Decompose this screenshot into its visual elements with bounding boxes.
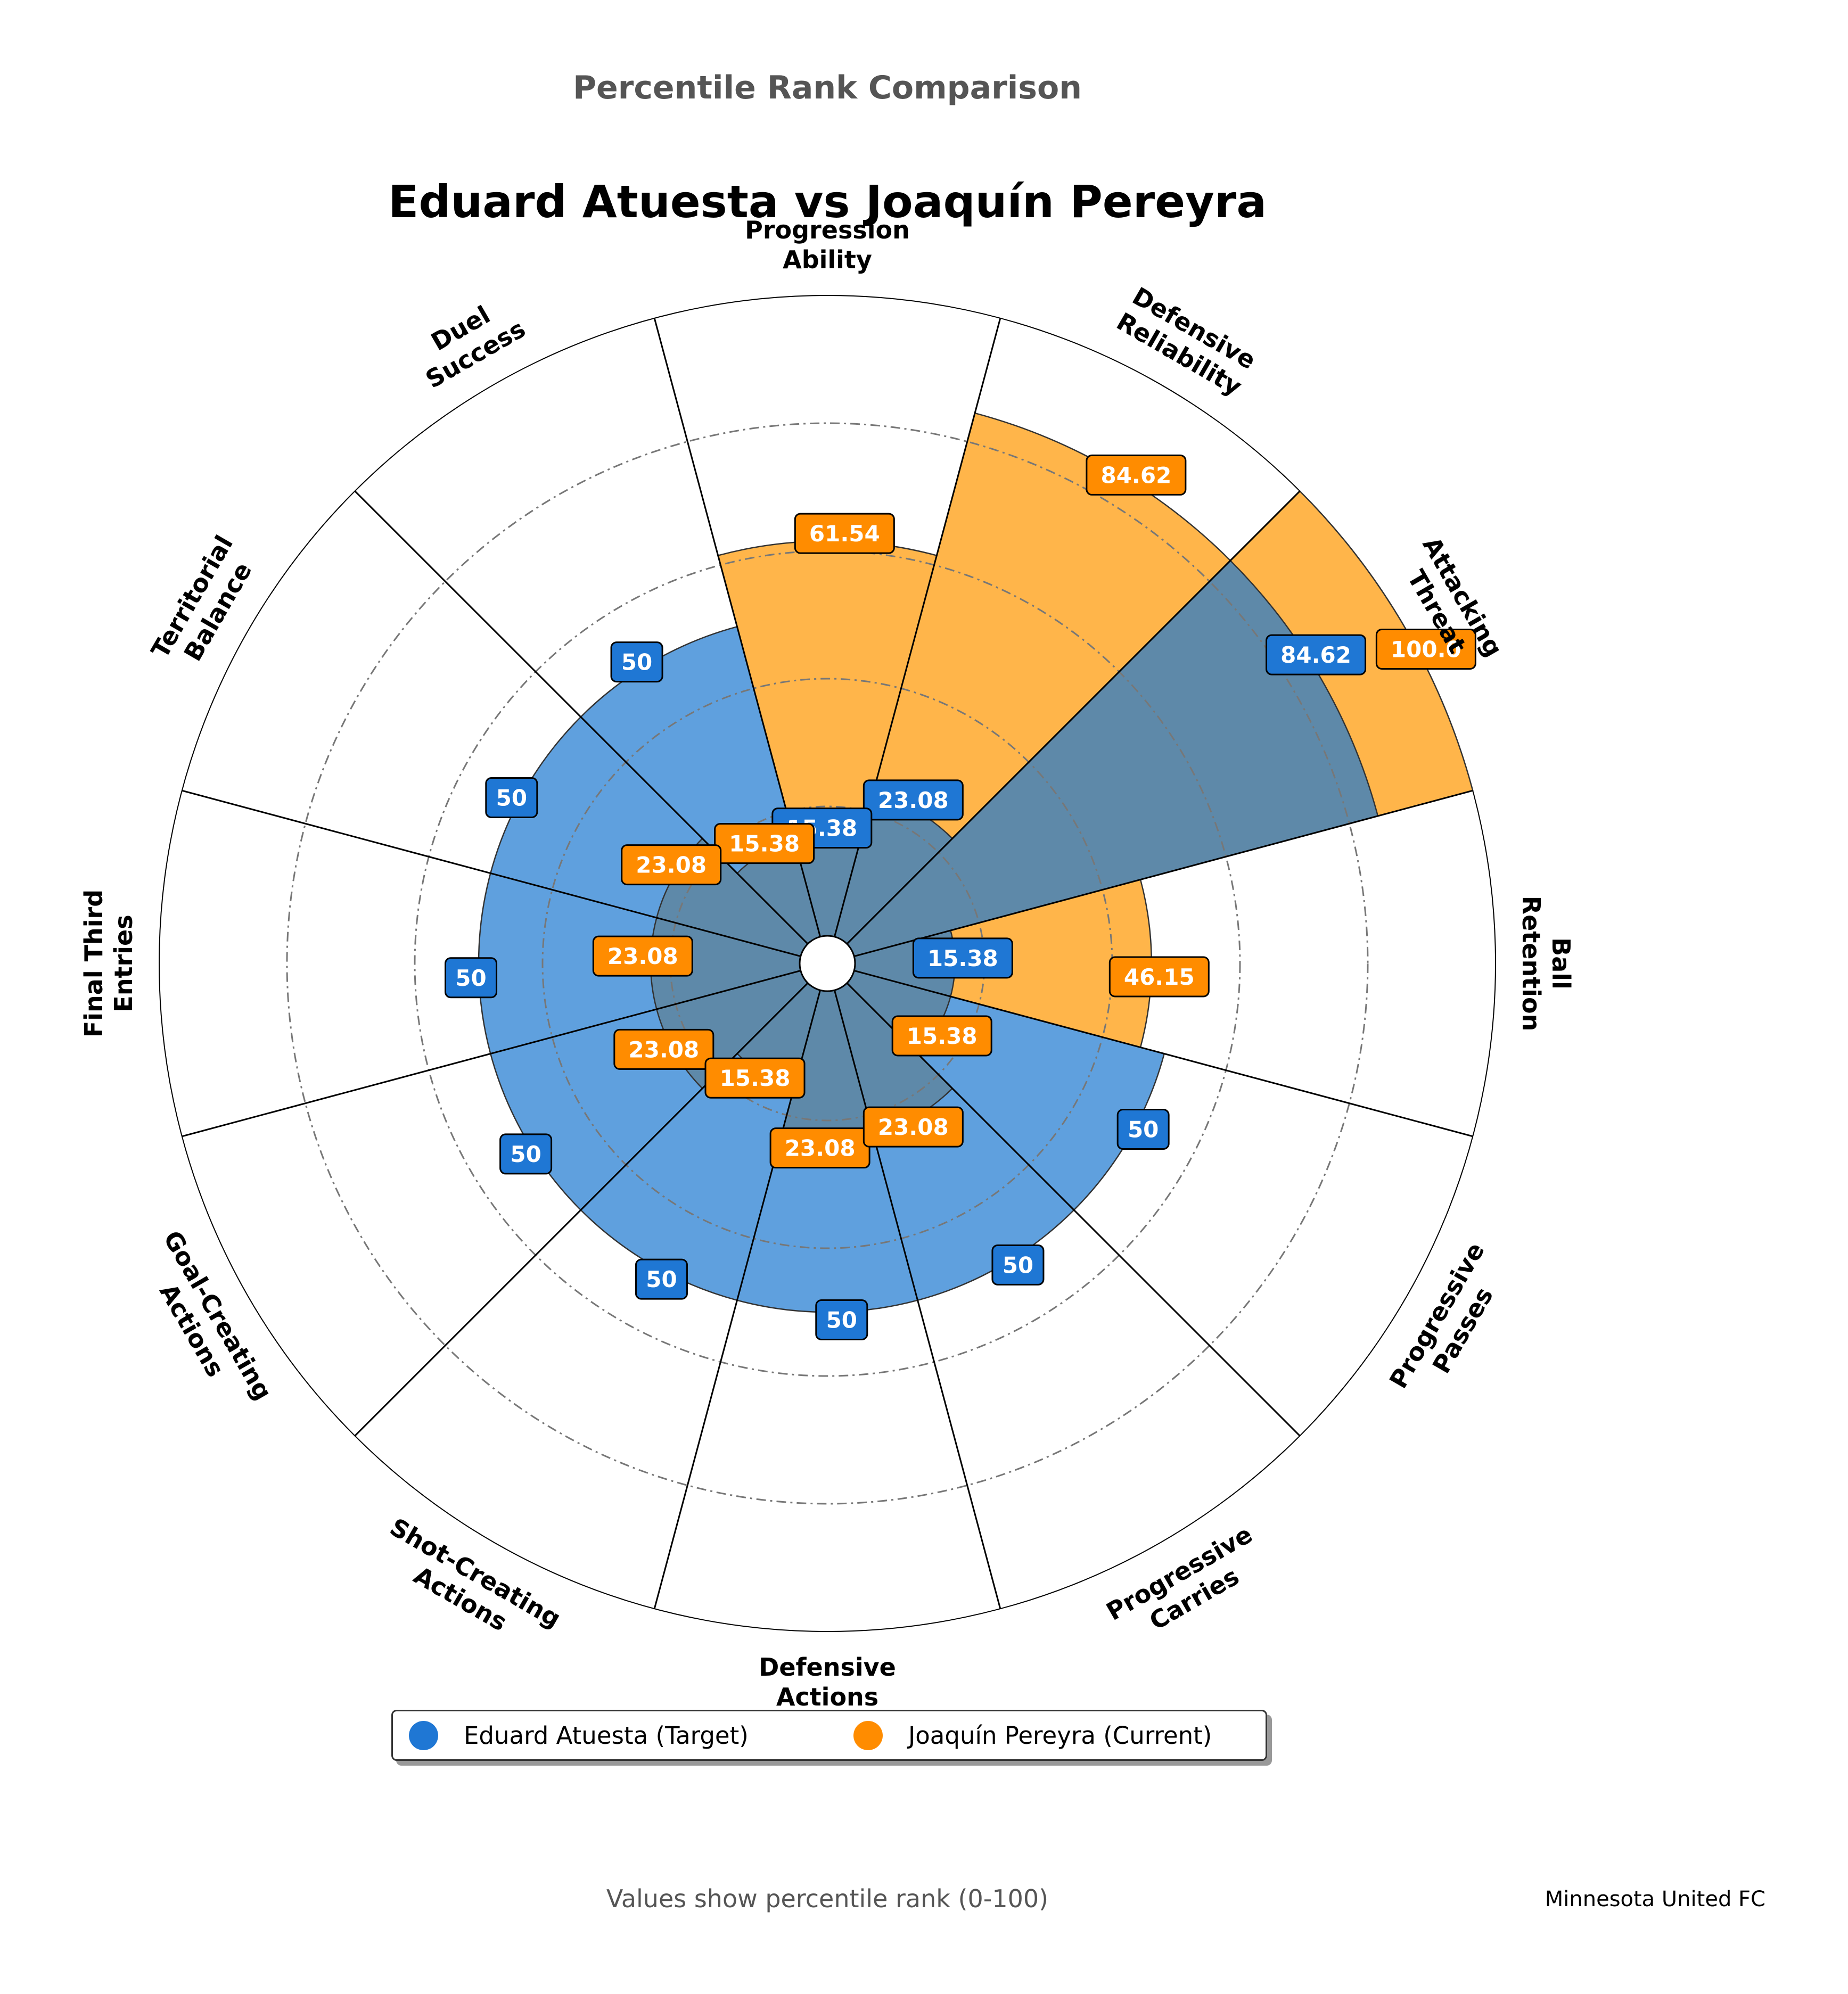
sector-line-1	[827, 789, 1473, 965]
value-label-current-3: 61.54	[809, 521, 880, 547]
legend: Eduard Atuesta (Target) Joaquín Pereyra …	[391, 1710, 1267, 1761]
value-label-current-8-box	[704, 1057, 806, 1099]
value-label-target-5-box	[485, 777, 538, 818]
sector-line-6	[182, 789, 828, 965]
value-label-current-10-box	[863, 1106, 964, 1148]
value-label-current-6-box	[592, 935, 693, 977]
value-label-current-1-box	[1375, 628, 1476, 670]
sector-line-10	[826, 963, 1001, 1609]
value-label-current-7-box	[613, 1028, 714, 1070]
value-label-target-6-box	[445, 957, 498, 999]
value-label-current-2-box	[1086, 454, 1187, 496]
value-label-target-2: 23.08	[878, 787, 949, 813]
center-hole	[799, 935, 856, 992]
sector-line-5	[354, 490, 828, 965]
footer-note: Values show percentile rank (0-100)	[606, 1884, 1049, 1913]
value-label-current-5: 23.08	[636, 852, 707, 878]
value-label-current-9: 23.08	[785, 1135, 856, 1161]
value-label-current-10: 23.08	[878, 1114, 949, 1140]
value-label-target-11-box	[1116, 1109, 1170, 1150]
value-label-target-5: 50	[496, 785, 527, 811]
value-label-target-10: 50	[1003, 1252, 1033, 1278]
value-label-current-0: 46.15	[1124, 964, 1195, 990]
value-label-target-8-box	[635, 1258, 688, 1300]
value-label-target-1: 84.62	[1280, 642, 1351, 668]
value-label-current-6: 23.08	[607, 943, 678, 969]
legend-label-current: Joaquín Pereyra (Current)	[908, 1721, 1212, 1750]
value-label-target-0-box	[912, 937, 1013, 979]
value-label-target-7-box	[499, 1133, 553, 1175]
category-label-0: BallRetention	[1517, 896, 1575, 1032]
legend-item-current: Joaquín Pereyra (Current)	[853, 1711, 1212, 1759]
chart-suptitle: Percentile Rank Comparison	[573, 69, 1082, 106]
value-label-target-7: 50	[510, 1141, 541, 1167]
value-label-current-3-box	[794, 513, 895, 554]
value-label-current-9-box	[769, 1127, 870, 1169]
value-label-current-2: 84.62	[1100, 462, 1171, 488]
category-label-9: Defensive Actions	[759, 1653, 896, 1711]
value-label-target-8: 50	[646, 1266, 677, 1292]
value-label-target-4: 50	[621, 649, 652, 675]
category-label-3: Progression Ability	[745, 216, 910, 274]
value-label-target-1-box	[1266, 634, 1367, 675]
chart-title: Eduard Atuesta vs Joaquín Pereyra	[388, 176, 1267, 228]
value-label-current-4-box	[714, 823, 815, 864]
value-label-current-11: 15.38	[907, 1023, 978, 1049]
legend-marker-target	[409, 1720, 438, 1750]
value-label-current-7: 23.08	[628, 1036, 699, 1062]
value-label-current-4: 15.38	[729, 831, 800, 857]
value-label-target-11: 50	[1128, 1117, 1159, 1143]
value-label-target-0: 15.38	[927, 945, 998, 971]
value-label-target-2-box	[863, 779, 964, 821]
value-label-target-4-box	[610, 641, 663, 683]
legend-label-target: Eduard Atuesta (Target)	[464, 1721, 749, 1750]
sector-line-8	[354, 962, 828, 1437]
sector-line-0	[827, 962, 1473, 1138]
value-label-current-0-box	[1108, 956, 1210, 998]
value-label-current-8: 15.38	[720, 1065, 791, 1091]
value-label-current-5-box	[621, 844, 722, 886]
value-label-current-1: 100.0	[1391, 636, 1461, 662]
value-label-target-6: 50	[455, 965, 486, 991]
sector-line-7	[182, 962, 828, 1138]
value-label-target-10-box	[991, 1244, 1045, 1286]
value-label-target-9: 50	[826, 1307, 857, 1333]
grid-ring-80	[286, 422, 1369, 1505]
team-name: Minnesota United FC	[1545, 1887, 1765, 1911]
sector-line-3	[826, 318, 1001, 964]
category-label-6: Final ThirdEntries	[79, 889, 138, 1037]
bar-target-1	[825, 559, 1379, 965]
legend-item-target: Eduard Atuesta (Target)	[409, 1711, 749, 1759]
value-label-current-11-box	[891, 1015, 992, 1057]
value-label-target-9-box	[815, 1299, 868, 1340]
sector-line-2	[826, 490, 1301, 965]
legend-marker-current	[853, 1720, 883, 1750]
